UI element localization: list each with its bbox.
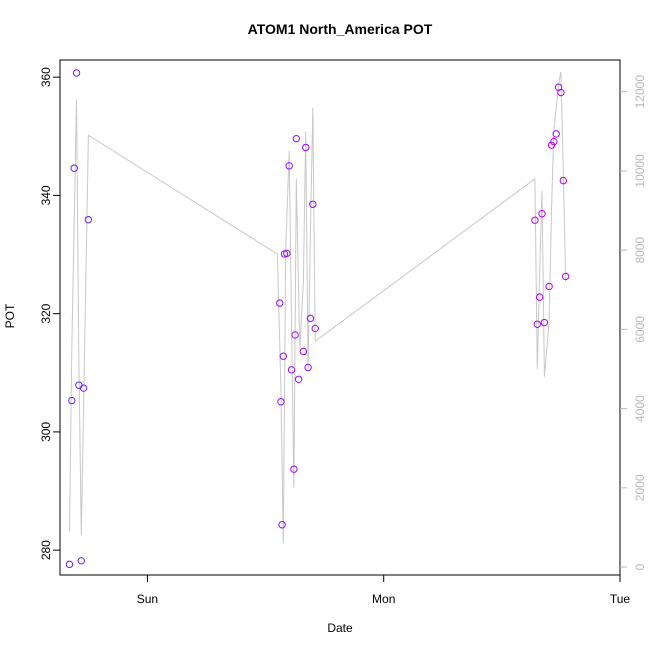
- chart-title: ATOM1 North_America POT: [248, 21, 433, 37]
- x-tick-label-Tue: Tue: [610, 592, 631, 606]
- data-point-18: [292, 134, 300, 143]
- y2-tick-label-2000: 2000: [633, 474, 647, 501]
- data-point-16: [290, 465, 298, 473]
- data-point-27: [533, 320, 541, 328]
- data-point-6: [79, 384, 88, 392]
- secondary-line-layer: [69, 71, 567, 544]
- axes-layer: Sun Mon Tue 280 300 320 340 360 0 2000 4000 6000 800…: [39, 59, 647, 606]
- data-point-0: [65, 560, 74, 569]
- data-point-20: [299, 347, 308, 356]
- y2-tick-label-10000: 10000: [633, 154, 647, 188]
- data-point-13: [283, 249, 291, 258]
- data-point-1: [68, 396, 76, 405]
- scatter-points-layer: [65, 69, 570, 569]
- y-tick-label-360: 360: [39, 67, 53, 87]
- data-point-3: [72, 69, 81, 77]
- data-point-38: [561, 272, 570, 281]
- data-point-37: [559, 176, 567, 185]
- plot-frame: [59, 59, 621, 576]
- data-point-34: [552, 130, 560, 138]
- data-point-25: [311, 324, 319, 333]
- data-point-10: [278, 521, 286, 529]
- data-point-26: [531, 216, 539, 224]
- data-point-15: [287, 366, 296, 374]
- data-point-17: [291, 331, 299, 339]
- y-tick-label-320: 320: [39, 303, 53, 323]
- y2-tick-label-12000: 12000: [633, 75, 647, 109]
- data-point-14: [285, 162, 293, 170]
- x-axis-label: Date: [327, 621, 353, 635]
- data-point-28: [535, 293, 544, 301]
- y-axis-label: POT: [3, 303, 17, 328]
- data-point-33: [550, 137, 558, 146]
- y2-tick-label-4000: 4000: [633, 395, 647, 422]
- data-point-23: [306, 314, 315, 323]
- data-point-31: [545, 282, 553, 291]
- data-point-5: [77, 557, 85, 565]
- secondary-series-line: [69, 71, 567, 544]
- y2-tick-label-8000: 8000: [633, 236, 647, 263]
- data-point-7: [84, 215, 93, 224]
- y-tick-label-280: 280: [39, 540, 53, 560]
- data-point-21: [302, 143, 310, 152]
- data-point-22: [304, 363, 312, 372]
- x-tick-label-Mon: Mon: [372, 592, 395, 606]
- data-point-2: [70, 164, 78, 172]
- y2-tick-label-6000: 6000: [633, 316, 647, 343]
- data-point-24: [309, 200, 317, 208]
- data-point-11: [279, 352, 287, 360]
- y-tick-label-340: 340: [39, 185, 53, 205]
- y-tick-label-300: 300: [39, 422, 53, 442]
- x-tick-label-Sun: Sun: [137, 592, 158, 606]
- data-point-9: [277, 398, 285, 406]
- data-point-19: [294, 375, 303, 383]
- data-point-30: [540, 318, 549, 327]
- data-point-8: [276, 299, 284, 307]
- data-point-29: [538, 210, 546, 218]
- data-point-36: [557, 88, 565, 97]
- y2-tick-label-0: 0: [633, 563, 647, 570]
